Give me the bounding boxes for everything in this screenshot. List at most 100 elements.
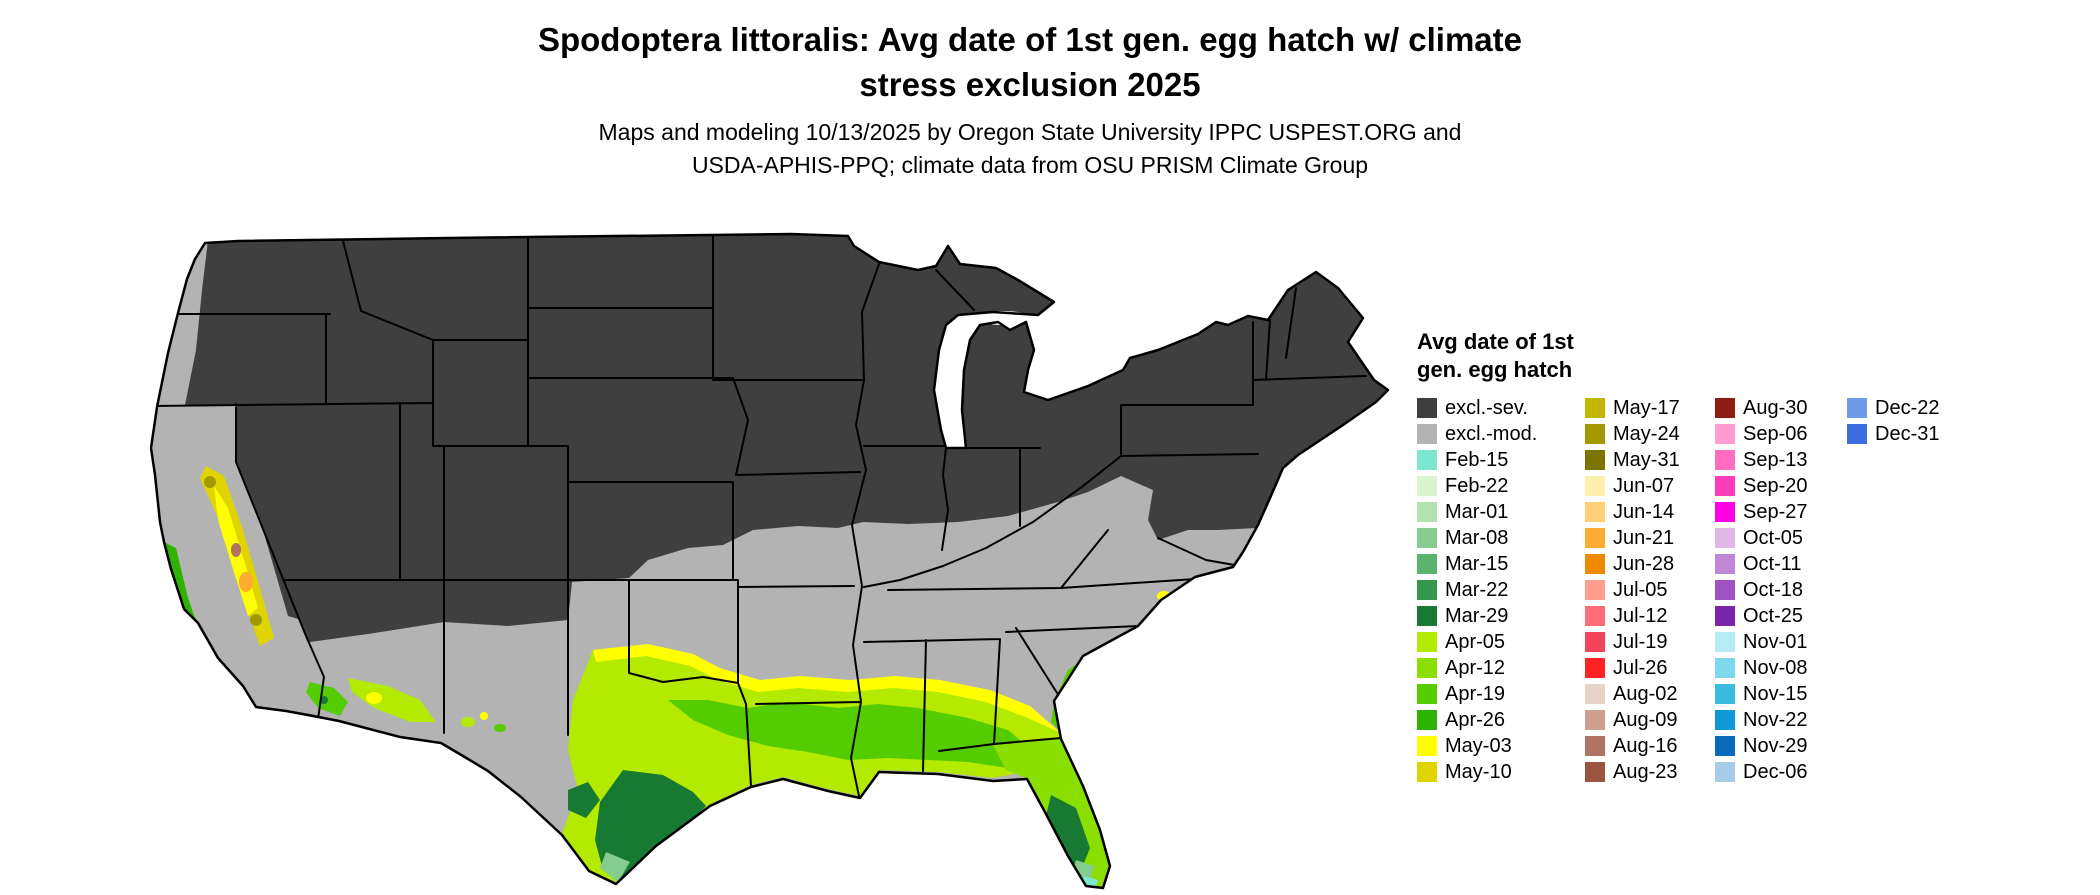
legend-swatch bbox=[1417, 554, 1437, 574]
legend-swatch bbox=[1585, 606, 1605, 626]
legend-row: Sep-13 bbox=[1715, 447, 1847, 473]
legend-row: Feb-15 bbox=[1417, 447, 1585, 473]
map-region-ca-orange-spot bbox=[239, 572, 253, 592]
legend-label: Dec-06 bbox=[1743, 760, 1808, 783]
legend-row: Oct-25 bbox=[1715, 603, 1847, 629]
map-region-sierra-dark-patch bbox=[248, 470, 308, 622]
legend-row: excl.-mod. bbox=[1417, 421, 1585, 447]
legend-label: Mar-15 bbox=[1445, 552, 1509, 575]
legend-label: Jun-21 bbox=[1613, 526, 1675, 549]
legend-swatch bbox=[1417, 736, 1437, 756]
legend-label: Dec-31 bbox=[1875, 422, 1940, 445]
map-region-nm-yellow bbox=[480, 712, 488, 720]
legend-row: Jun-21 bbox=[1585, 525, 1715, 551]
state-borders bbox=[151, 234, 1367, 797]
legend-label: Jul-19 bbox=[1613, 630, 1668, 653]
legend-row: Nov-29 bbox=[1715, 733, 1847, 759]
map-region-az-yellow bbox=[366, 692, 382, 704]
legend-row: Mar-01 bbox=[1417, 499, 1585, 525]
legend-label: Mar-29 bbox=[1445, 604, 1509, 627]
legend-row: Jul-19 bbox=[1585, 629, 1715, 655]
legend-swatch bbox=[1715, 736, 1735, 756]
legend-row: Nov-22 bbox=[1715, 707, 1847, 733]
legend-row: Mar-15 bbox=[1417, 551, 1585, 577]
legend-swatch bbox=[1585, 632, 1605, 652]
legend-swatch bbox=[1715, 502, 1735, 522]
legend-swatch bbox=[1585, 424, 1605, 444]
legend-row: May-24 bbox=[1585, 421, 1715, 447]
legend-label: Feb-22 bbox=[1445, 474, 1509, 497]
legend-row: Sep-06 bbox=[1715, 421, 1847, 447]
map-region-yellow-fringe bbox=[593, 644, 1061, 733]
page-title-line2: stress exclusion 2025 bbox=[859, 65, 1201, 103]
legend-row: Aug-09 bbox=[1585, 707, 1715, 733]
legend-row: Sep-20 bbox=[1715, 473, 1847, 499]
legend-swatch bbox=[1585, 554, 1605, 574]
legend-row: Nov-15 bbox=[1715, 681, 1847, 707]
legend-row: Oct-11 bbox=[1715, 551, 1847, 577]
legend-label: Sep-06 bbox=[1743, 422, 1808, 445]
us-map-svg bbox=[149, 232, 1390, 890]
legend-swatch bbox=[1715, 476, 1735, 496]
map-region-texas-tip-palegreen bbox=[600, 852, 630, 882]
legend-swatch bbox=[1847, 424, 1867, 444]
page-subtitle-line2: USDA-APHIS-PPQ; climate data from OSU PR… bbox=[691, 152, 1369, 179]
legend-label: May-24 bbox=[1613, 422, 1680, 445]
legend-swatch bbox=[1417, 710, 1437, 730]
legend-swatch bbox=[1585, 476, 1605, 496]
legend-row: Feb-22 bbox=[1417, 473, 1585, 499]
legend-columns: excl.-sev. excl.-mod. Feb-15 Feb-22 Mar-01 Ma… bbox=[1417, 395, 1967, 785]
map-region-az-chartreuse bbox=[348, 678, 436, 722]
legend-swatch bbox=[1417, 476, 1437, 496]
map-region-ca-brown-spot bbox=[231, 543, 241, 557]
map-region-bigbend-darkgreen bbox=[568, 782, 600, 818]
legend-swatch bbox=[1417, 684, 1437, 704]
legend-swatch bbox=[1715, 710, 1735, 730]
page-title: Spodoptera littoralis: Avg date of 1st g… bbox=[340, 18, 1720, 107]
legend-title: Avg date of 1st gen. egg hatch bbox=[1417, 328, 1967, 383]
map-region-ca-darkolive-spot-south bbox=[250, 614, 262, 626]
legend-label: Nov-22 bbox=[1743, 708, 1808, 731]
us-outline bbox=[149, 232, 1390, 890]
legend-label: Nov-08 bbox=[1743, 656, 1808, 679]
legend-label: excl.-sev. bbox=[1445, 396, 1528, 419]
legend-label: Aug-16 bbox=[1613, 734, 1678, 757]
legend-column-1: excl.-sev. excl.-mod. Feb-15 Feb-22 Mar-01 Ma… bbox=[1417, 395, 1585, 785]
legend-label: Aug-09 bbox=[1613, 708, 1678, 731]
legend-row: Aug-23 bbox=[1585, 759, 1715, 785]
legend-label: Apr-19 bbox=[1445, 682, 1506, 705]
legend-label: Apr-26 bbox=[1445, 708, 1506, 731]
legend-label: Sep-20 bbox=[1743, 474, 1808, 497]
legend-swatch bbox=[1715, 606, 1735, 626]
legend-row: Aug-16 bbox=[1585, 733, 1715, 759]
map-region-florida-darkgreen bbox=[1046, 795, 1090, 873]
legend-swatch bbox=[1417, 580, 1437, 600]
legend-row: Mar-22 bbox=[1417, 577, 1585, 603]
legend-label: Jul-12 bbox=[1613, 604, 1668, 627]
legend-label: May-17 bbox=[1613, 396, 1680, 419]
legend-row: May-31 bbox=[1585, 447, 1715, 473]
legend-label: Mar-22 bbox=[1445, 578, 1509, 601]
legend-label: Jul-05 bbox=[1613, 578, 1668, 601]
legend-label: Aug-02 bbox=[1613, 682, 1678, 705]
legend-label: Feb-15 bbox=[1445, 448, 1509, 471]
map-region-ca-darkolive-spot-north bbox=[204, 476, 216, 488]
legend-swatch bbox=[1715, 450, 1735, 470]
legend-swatch bbox=[1417, 528, 1437, 548]
legend-row: Apr-05 bbox=[1417, 629, 1585, 655]
legend-label: Sep-13 bbox=[1743, 448, 1808, 471]
legend-row: Jul-05 bbox=[1585, 577, 1715, 603]
map-region-ca-coast-green bbox=[164, 542, 200, 638]
legend-row: Jun-28 bbox=[1585, 551, 1715, 577]
page-subtitle-line1: Maps and modeling 10/13/2025 by Oregon S… bbox=[598, 119, 1462, 145]
legend-row: Jul-12 bbox=[1585, 603, 1715, 629]
legend-row: Mar-29 bbox=[1417, 603, 1585, 629]
legend-label: Jun-07 bbox=[1613, 474, 1675, 497]
legend-label: Apr-12 bbox=[1445, 656, 1506, 679]
legend-label: excl.-mod. bbox=[1445, 422, 1538, 445]
page-subtitle: Maps and modeling 10/13/2025 by Oregon S… bbox=[340, 116, 1720, 183]
legend-label: Jul-26 bbox=[1613, 656, 1668, 679]
legend-swatch bbox=[1417, 606, 1437, 626]
legend-title-line2: gen. egg hatch bbox=[1417, 356, 1573, 382]
